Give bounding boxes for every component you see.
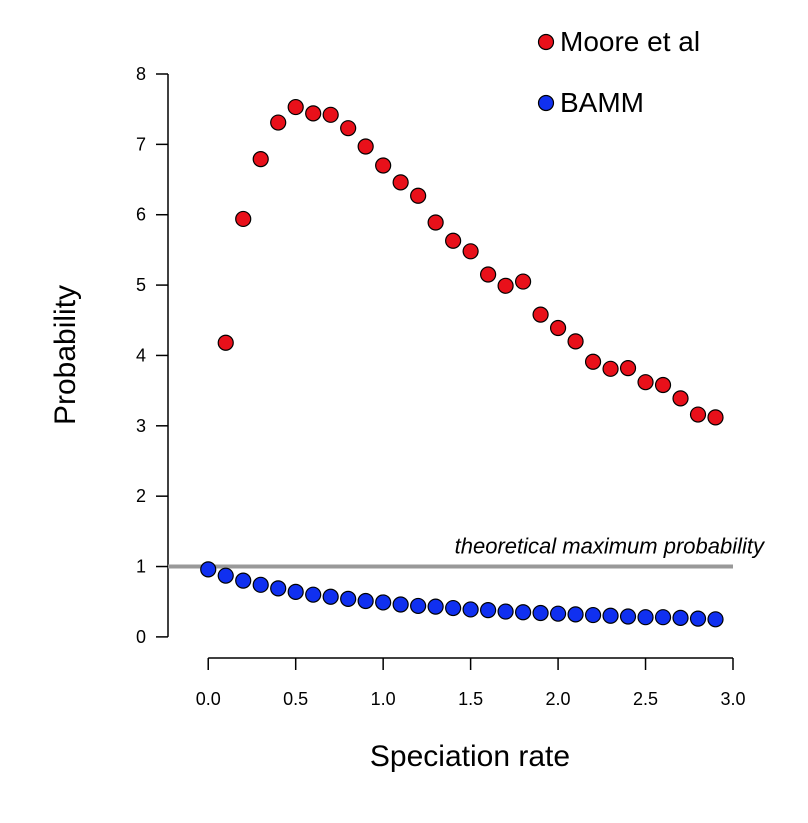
y-tick-label: 2 xyxy=(136,486,146,506)
point-moore-et-al xyxy=(235,210,252,228)
point-moore-et-al xyxy=(672,390,689,407)
point-moore-et-al xyxy=(392,174,409,191)
point-bamm xyxy=(532,604,549,622)
point-moore-et-al xyxy=(532,306,549,323)
point-bamm xyxy=(217,567,234,584)
reference-line-label: theoretical maximum probability xyxy=(455,534,766,559)
y-tick-label: 3 xyxy=(136,416,146,436)
point-moore-et-al xyxy=(689,406,707,423)
point-moore-et-al xyxy=(602,360,619,377)
point-moore-et-al xyxy=(357,138,374,155)
y-tick-label: 0 xyxy=(136,627,146,647)
point-moore-et-al xyxy=(252,151,269,168)
point-bamm xyxy=(357,592,374,610)
point-moore-et-al xyxy=(287,98,304,116)
point-bamm xyxy=(619,608,637,625)
point-moore-et-al xyxy=(340,120,357,137)
point-bamm xyxy=(252,576,269,593)
point-moore-et-al xyxy=(637,374,654,391)
x-tick-label: 2.0 xyxy=(546,689,571,709)
point-bamm xyxy=(567,606,584,623)
point-bamm xyxy=(654,609,672,626)
point-moore-et-al xyxy=(427,214,444,231)
y-tick-label: 4 xyxy=(136,345,146,365)
legend-marker-moore-et-al xyxy=(537,33,555,51)
point-moore-et-al xyxy=(619,360,637,377)
point-bamm xyxy=(689,610,707,627)
data-points xyxy=(200,98,724,628)
legend-marker-bamm xyxy=(537,94,555,112)
point-bamm xyxy=(427,598,444,615)
y-tick-label: 1 xyxy=(136,557,146,577)
legend-label-bamm: BAMM xyxy=(560,87,644,118)
x-tick-label: 3.0 xyxy=(720,689,745,709)
point-bamm xyxy=(270,580,287,597)
point-bamm xyxy=(410,597,427,615)
point-bamm xyxy=(637,609,654,626)
reference-line-group: theoretical maximum probability xyxy=(168,534,766,569)
point-moore-et-al xyxy=(497,277,514,294)
point-bamm xyxy=(480,602,497,619)
x-tick-label: 2.5 xyxy=(633,689,658,709)
point-moore-et-al xyxy=(514,273,532,290)
legend-label-moore-et-al: Moore et al xyxy=(560,26,700,57)
point-moore-et-al xyxy=(305,105,322,122)
point-bamm xyxy=(549,605,567,622)
point-bamm xyxy=(200,561,217,578)
point-moore-et-al xyxy=(322,106,339,123)
point-bamm xyxy=(672,609,689,626)
y-tick-label: 8 xyxy=(136,64,146,84)
point-moore-et-al xyxy=(375,157,392,174)
point-moore-et-al xyxy=(445,232,462,249)
point-moore-et-al xyxy=(584,353,602,370)
point-moore-et-al xyxy=(217,334,234,351)
point-moore-et-al xyxy=(270,114,287,131)
point-bamm xyxy=(322,588,339,605)
point-bamm xyxy=(584,606,602,624)
point-moore-et-al xyxy=(480,266,497,283)
x-tick-label: 1.0 xyxy=(371,689,396,709)
x-tick-label: 0.5 xyxy=(283,689,308,709)
point-bamm xyxy=(707,611,724,628)
point-moore-et-al xyxy=(549,319,567,337)
x-tick-label: 1.5 xyxy=(458,689,483,709)
point-moore-et-al xyxy=(410,187,427,204)
point-moore-et-al xyxy=(654,376,672,394)
point-bamm xyxy=(305,586,322,603)
point-moore-et-al xyxy=(462,243,479,260)
point-bamm xyxy=(445,599,462,617)
x-tick-label: 0.0 xyxy=(196,689,221,709)
point-bamm xyxy=(514,604,532,621)
y-tick-label: 7 xyxy=(136,134,146,154)
point-moore-et-al xyxy=(707,409,724,426)
point-bamm xyxy=(287,583,304,600)
point-bamm xyxy=(235,572,252,589)
y-axis-title: Probability xyxy=(49,285,82,425)
axes: 0 1 2 3 4 5 6 7 8 0.0 0.5 1.0 1.5 2.0 2.5 3.0 xyxy=(136,64,746,709)
point-bamm xyxy=(340,590,357,607)
point-bamm xyxy=(375,594,392,611)
point-bamm xyxy=(392,596,409,613)
y-tick-label: 6 xyxy=(136,205,146,225)
point-bamm xyxy=(602,607,619,624)
x-axis-title: Speciation rate xyxy=(370,740,570,773)
y-tick-label: 5 xyxy=(136,275,146,295)
legend: Moore et al BAMM xyxy=(537,26,700,118)
point-bamm xyxy=(497,603,514,620)
point-moore-et-al xyxy=(567,333,584,350)
point-bamm xyxy=(462,601,479,618)
